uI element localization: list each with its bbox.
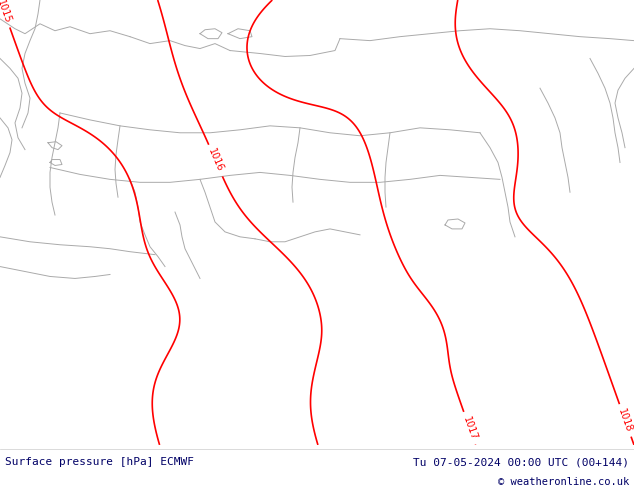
Text: 1017: 1017	[461, 415, 479, 441]
Text: Surface pressure [hPa] ECMWF: Surface pressure [hPa] ECMWF	[5, 457, 194, 467]
Text: 1018: 1018	[616, 407, 634, 434]
Text: 1016: 1016	[206, 147, 225, 174]
Text: 1015: 1015	[0, 0, 13, 24]
Text: Tu 07-05-2024 00:00 UTC (00+144): Tu 07-05-2024 00:00 UTC (00+144)	[413, 457, 629, 467]
Text: © weatheronline.co.uk: © weatheronline.co.uk	[498, 477, 629, 487]
